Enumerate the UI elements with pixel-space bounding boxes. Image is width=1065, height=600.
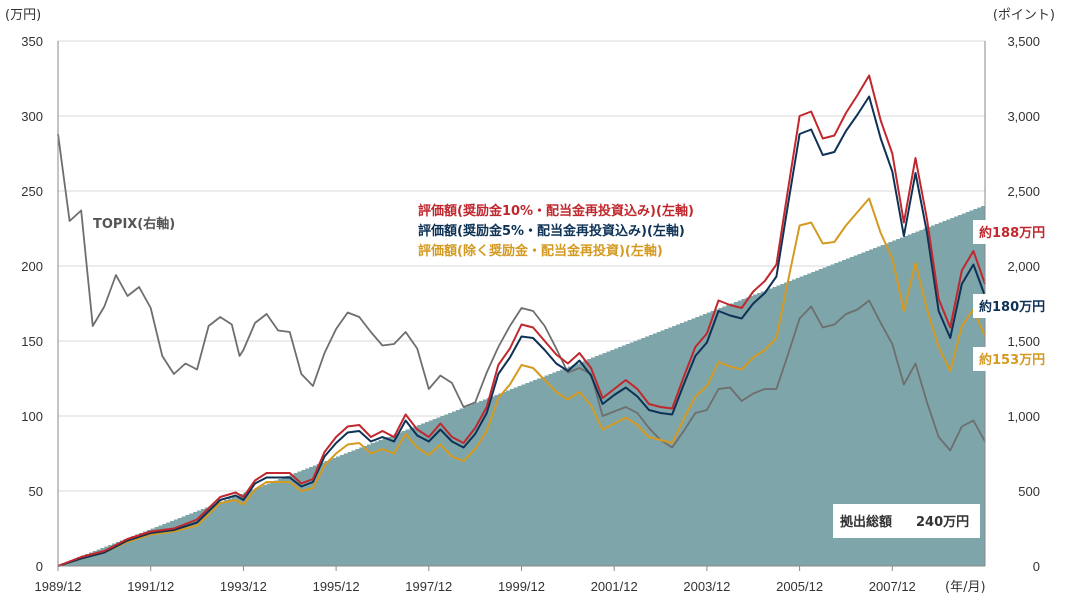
end-label-series-2: 約180万円: [979, 299, 1045, 315]
left-tick-label: 250: [21, 184, 43, 199]
total-contribution-label: 拠出総額: [840, 514, 892, 530]
right-tick-label: 2,500: [1007, 184, 1040, 199]
end-label-series-3: 約153万円: [979, 352, 1045, 368]
x-axis-unit: (年/月): [945, 580, 986, 595]
right-axis-unit: (ポイント): [993, 8, 1055, 23]
end-label-bg-3: [973, 347, 1059, 371]
left-axis-ticks: 0 50 100 150 200 250 300 350: [21, 34, 43, 574]
total-contribution-value: 240万円: [916, 515, 969, 530]
series-line-3: [57, 197, 986, 567]
end-label-series-1: 約188万円: [979, 225, 1045, 241]
right-tick-label: 0: [1033, 559, 1040, 574]
x-tick-label: 1995/12: [313, 579, 360, 594]
legend-series-1: 評価額(奨励金10%・配当金再投資込み)(左軸): [418, 203, 694, 219]
series-line-4: [57, 133, 986, 452]
right-tick-label: 3,000: [1007, 109, 1040, 124]
left-axis-unit: (万円): [5, 8, 41, 23]
x-tick-label: 1989/12: [35, 579, 82, 594]
gridlines: [58, 40, 985, 492]
left-tick-label: 150: [21, 334, 43, 349]
left-tick-label: 100: [21, 409, 43, 424]
x-axis-ticks: 1989/12 1991/12 1993/12 1995/12 1997/12 1999/…: [35, 566, 916, 594]
x-tick-label: 2007/12: [869, 579, 916, 594]
x-tick-label: 1997/12: [405, 579, 452, 594]
total-contribution-box: [833, 504, 980, 538]
right-tick-label: 500: [1018, 484, 1040, 499]
x-tick-label: 1993/12: [220, 579, 267, 594]
legend-series-2: 評価額(奨励金5%・配当金再投資込み)(左軸): [418, 223, 685, 239]
right-axis-ticks: 0 500 1,000 1,500 2,000 2,500 3,000 3,500: [1007, 34, 1040, 574]
series-line-1: [57, 74, 986, 567]
series-lines: [57, 74, 986, 567]
x-tick-label: 1999/12: [498, 579, 545, 594]
end-label-bg-2: [973, 294, 1059, 318]
left-tick-label: 200: [21, 259, 43, 274]
right-tick-label: 1,000: [1007, 409, 1040, 424]
right-tick-label: 1,500: [1007, 334, 1040, 349]
left-tick-label: 350: [21, 34, 43, 49]
x-tick-label: 2005/12: [776, 579, 823, 594]
topix-label: TOPIX(右軸): [93, 216, 175, 232]
x-tick-label: 2003/12: [683, 579, 730, 594]
x-tick-label: 1991/12: [127, 579, 174, 594]
x-tick-label: 2001/12: [591, 579, 638, 594]
left-tick-label: 50: [29, 484, 43, 499]
right-tick-label: 3,500: [1007, 34, 1040, 49]
end-label-bg-1: [973, 220, 1059, 244]
left-tick-label: 0: [36, 559, 43, 574]
contribution-area: [58, 206, 985, 566]
series-line-2: [57, 95, 986, 567]
right-tick-label: 2,000: [1007, 259, 1040, 274]
legend-series-3: 評価額(除く奨励金・配当金再投資)(左軸): [418, 243, 663, 259]
left-tick-label: 300: [21, 109, 43, 124]
